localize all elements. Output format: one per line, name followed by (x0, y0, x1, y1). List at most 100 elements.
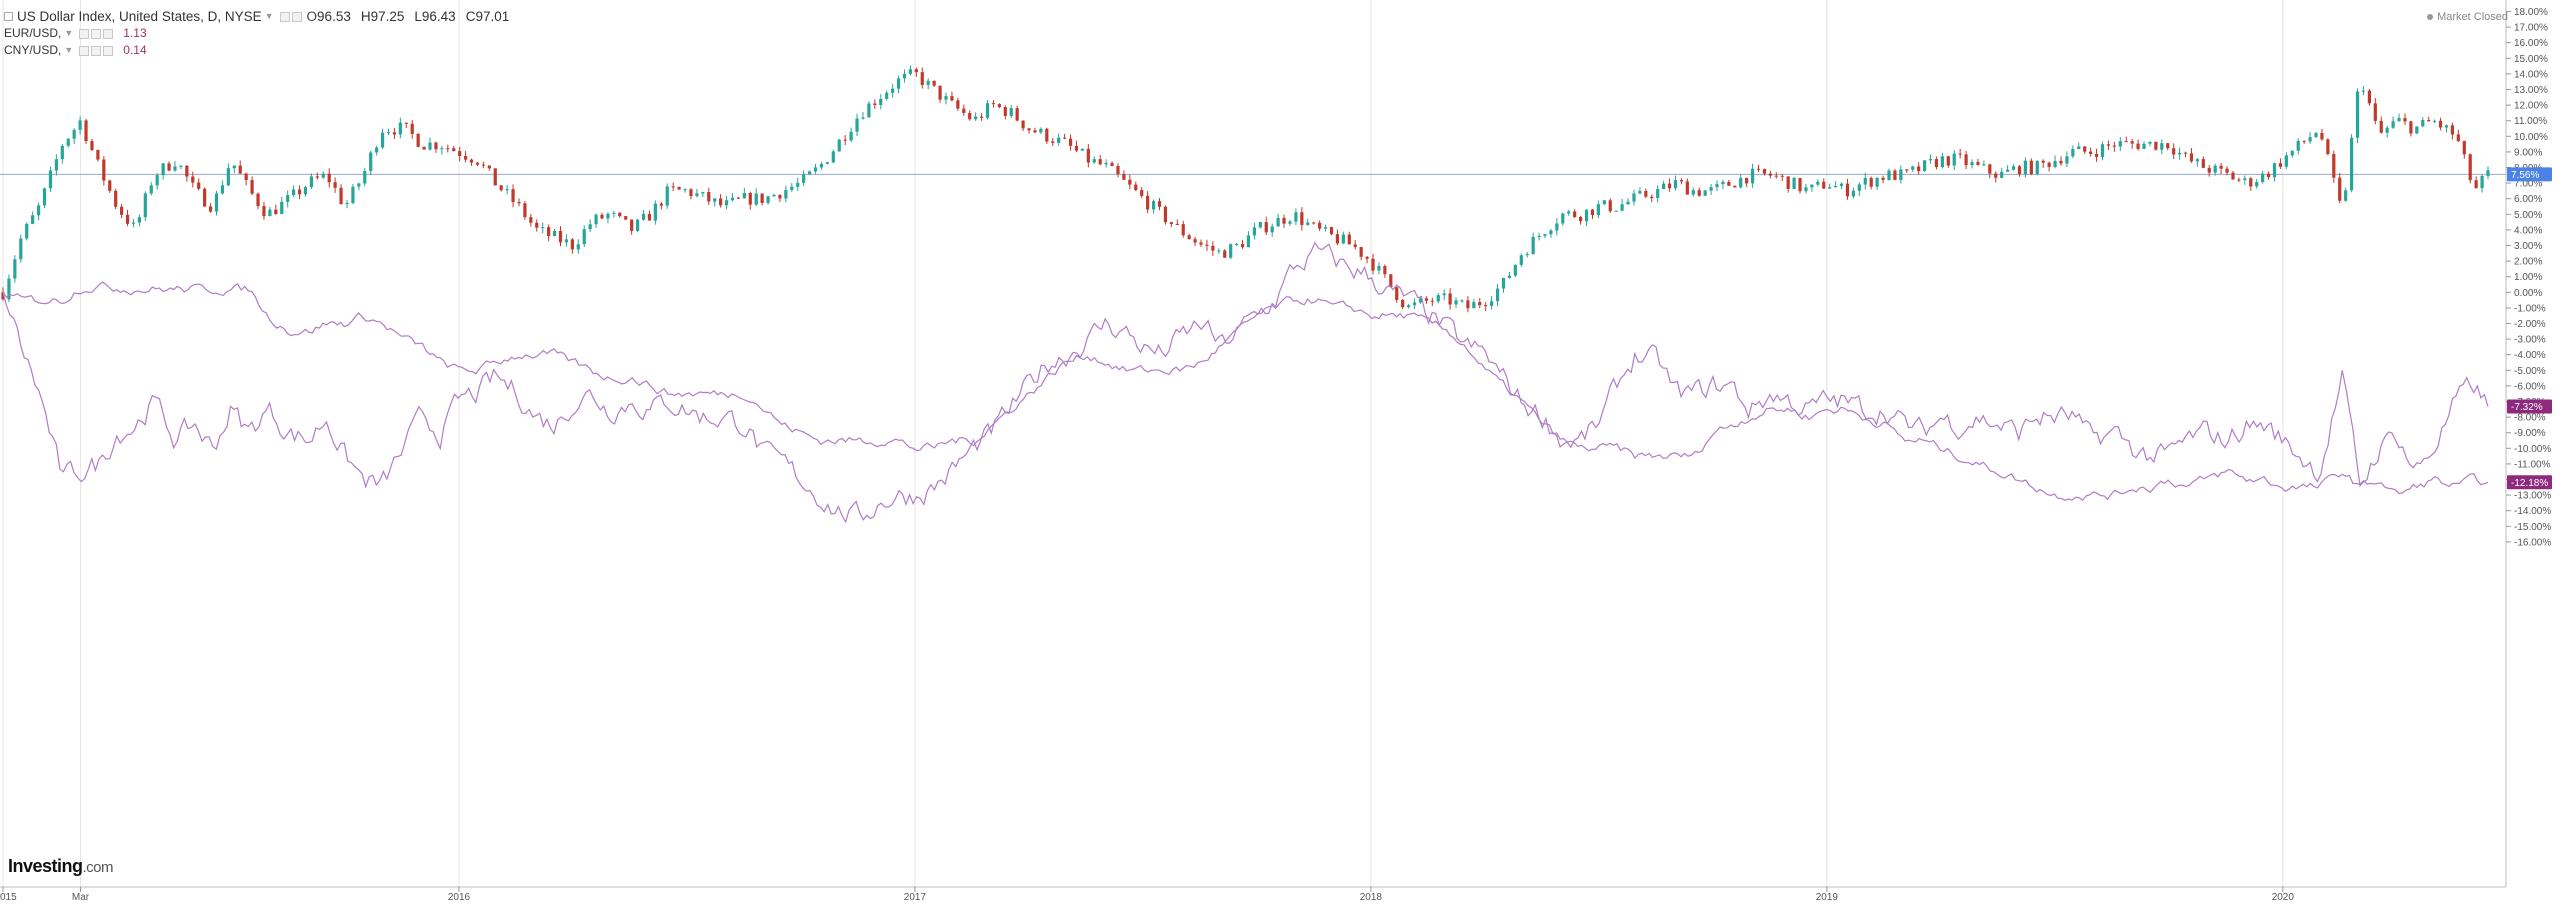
candle-body (2023, 160, 2027, 175)
candle-body (1792, 177, 1796, 189)
candle-body (48, 170, 53, 189)
candle-body (713, 198, 717, 202)
candle-body (1958, 153, 1962, 155)
candle-body (2403, 118, 2407, 122)
candle-body (149, 185, 153, 194)
candle-body (60, 145, 64, 160)
candle-body (582, 229, 586, 245)
candle-body (125, 214, 130, 224)
candle-body (707, 192, 711, 202)
candle-body (1632, 193, 1636, 202)
remove-series-button[interactable] (103, 28, 114, 39)
hide-series-button[interactable] (79, 45, 90, 56)
candle-body (529, 217, 533, 223)
chevron-down-icon[interactable]: ▼ (264, 11, 274, 21)
candle-body (1940, 156, 1944, 168)
candle-body (2255, 181, 2259, 187)
candle-body (1590, 209, 1595, 216)
candle-body (885, 92, 889, 99)
last-value-label: -12.18% (2511, 478, 2548, 489)
candle-body (13, 259, 17, 279)
candle-body (1264, 222, 1268, 233)
candle-body (1068, 138, 1073, 146)
candle-body (2213, 165, 2217, 173)
series-line-cnyusd (2, 281, 2489, 501)
y-tick-label: 0.00% (2514, 288, 2542, 299)
candle-body (1199, 242, 1203, 245)
candle-body (979, 116, 984, 118)
candle-body (802, 174, 806, 183)
candle-body (896, 78, 901, 89)
ohlc-high-label: H (360, 9, 371, 24)
candle-body (1080, 148, 1085, 151)
candle-body (1644, 190, 1648, 197)
settings-button[interactable] (91, 45, 102, 56)
settings-button[interactable] (91, 28, 102, 39)
candle-body (1857, 184, 1861, 191)
y-tick-label: -16.00% (2514, 537, 2551, 548)
candle-body (2243, 178, 2247, 181)
candle-body (351, 186, 355, 204)
candle-body (1323, 227, 1328, 229)
x-axis[interactable]: 015 Mar 2016 2017 2018 2019 2020 (0, 887, 2294, 903)
settings-button[interactable] (291, 11, 302, 22)
collapse-toggle[interactable] (4, 12, 13, 21)
candle-body (1810, 184, 1814, 188)
legend-series-eurusd[interactable]: EUR/USD, ▼ 1.13 (4, 25, 509, 42)
candle-body (155, 175, 159, 186)
candle-body (369, 152, 373, 171)
y-tick-label: 1.00% (2514, 272, 2542, 283)
candle-body (2302, 140, 2306, 142)
candle-body (902, 73, 907, 79)
candle-body (499, 185, 503, 191)
candle-body (1401, 300, 1405, 308)
hide-series-button[interactable] (279, 11, 290, 22)
symbol-title: US Dollar Index, United States, D, NYSE (17, 9, 262, 24)
candle-body (1418, 298, 1423, 303)
candle-body (286, 195, 290, 202)
candle-body (1715, 184, 1719, 188)
candle-body (72, 129, 76, 139)
candle-body (232, 165, 236, 169)
candle-body (1739, 177, 1743, 188)
candle-body (1270, 226, 1274, 233)
candle-body (766, 196, 770, 203)
candle-body (2296, 140, 2300, 151)
legend-series-cnyusd[interactable]: CNY/USD, ▼ 0.14 (4, 42, 509, 59)
candle-body (588, 224, 592, 230)
candle-body (2415, 126, 2419, 134)
candle-body (719, 198, 723, 206)
candle-body (630, 219, 634, 231)
candle-body (600, 214, 604, 219)
candle-body (410, 123, 414, 134)
candle-body (1964, 154, 1968, 166)
candle-body (523, 203, 527, 218)
candle-body (2225, 168, 2229, 173)
y-tick-label: -4.00% (2514, 350, 2546, 361)
y-tick-label: -9.00% (2514, 428, 2546, 439)
candle-body (1786, 176, 1790, 189)
candle-body (1098, 159, 1102, 165)
candle-body (2486, 170, 2490, 177)
remove-series-button[interactable] (103, 45, 114, 56)
candle-body (2308, 137, 2312, 142)
hide-series-button[interactable] (79, 28, 90, 39)
candle-body (452, 148, 456, 152)
y-axis[interactable]: 18.00% 17.00% 16.00% 15.00% 14.00% 13.00% 12.0… (2506, 7, 2551, 548)
legend-series-value: 1.13 (123, 26, 147, 40)
candle-body (861, 117, 865, 119)
chevron-down-icon[interactable]: ▼ (64, 45, 74, 55)
candle-body (1009, 108, 1013, 116)
chevron-down-icon[interactable]: ▼ (64, 28, 74, 38)
ohlc-open: 96.53 (317, 9, 351, 24)
candle-body (968, 113, 972, 120)
legend-series-name: EUR/USD, (4, 26, 62, 40)
candle-body (2130, 141, 2134, 144)
candle-body (244, 173, 248, 181)
candle-body (434, 142, 438, 150)
candle-body (2409, 121, 2413, 134)
legend-main-series[interactable]: US Dollar Index, United States, D, NYSE … (4, 8, 509, 25)
candle-body (742, 193, 746, 199)
candle-body (469, 159, 474, 163)
candle-body (564, 239, 569, 243)
